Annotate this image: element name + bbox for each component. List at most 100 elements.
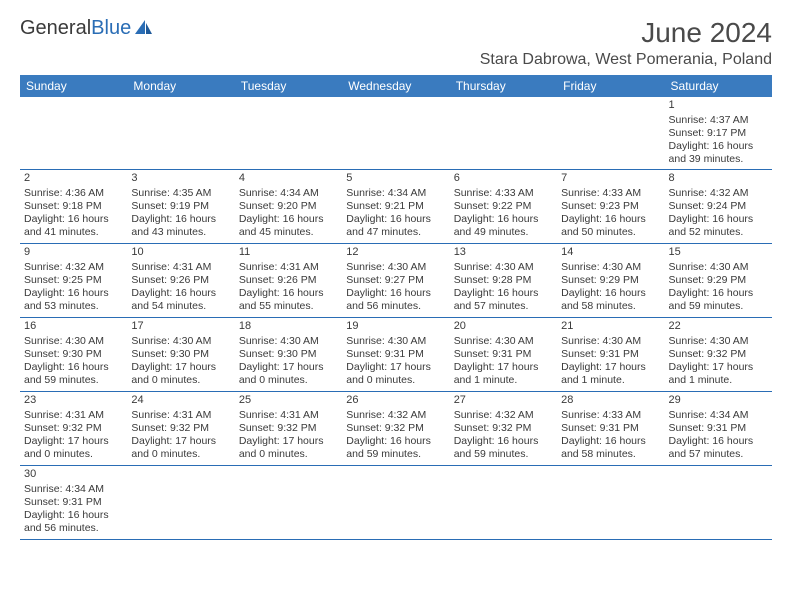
day-number: 23 xyxy=(24,394,123,408)
sunrise-text: Sunrise: 4:32 AM xyxy=(454,409,553,422)
sunset-text: Sunset: 9:30 PM xyxy=(239,348,338,361)
sunrise-text: Sunrise: 4:31 AM xyxy=(131,409,230,422)
calendar-cell: 12Sunrise: 4:30 AMSunset: 9:27 PMDayligh… xyxy=(342,244,449,318)
sunset-text: Sunset: 9:29 PM xyxy=(669,274,768,287)
sunset-text: Sunset: 9:18 PM xyxy=(24,200,123,213)
daylight-text: Daylight: 16 hours xyxy=(24,361,123,374)
daylight-text: and 59 minutes. xyxy=(24,374,123,387)
daylight-text: and 57 minutes. xyxy=(454,300,553,313)
calendar-week: 2Sunrise: 4:36 AMSunset: 9:18 PMDaylight… xyxy=(20,170,772,244)
calendar-cell: 29Sunrise: 4:34 AMSunset: 9:31 PMDayligh… xyxy=(665,392,772,466)
calendar-body: 1Sunrise: 4:37 AMSunset: 9:17 PMDaylight… xyxy=(20,97,772,540)
day-header: Tuesday xyxy=(235,75,342,97)
sunset-text: Sunset: 9:23 PM xyxy=(561,200,660,213)
day-number: 30 xyxy=(24,468,123,482)
calendar-cell xyxy=(20,97,127,170)
daylight-text: and 55 minutes. xyxy=(239,300,338,313)
calendar-cell xyxy=(235,97,342,170)
calendar-cell: 8Sunrise: 4:32 AMSunset: 9:24 PMDaylight… xyxy=(665,170,772,244)
calendar-cell: 11Sunrise: 4:31 AMSunset: 9:26 PMDayligh… xyxy=(235,244,342,318)
daylight-text: and 57 minutes. xyxy=(669,448,768,461)
calendar-cell xyxy=(665,466,772,540)
daylight-text: and 1 minute. xyxy=(454,374,553,387)
sunset-text: Sunset: 9:32 PM xyxy=(24,422,123,435)
calendar-cell: 27Sunrise: 4:32 AMSunset: 9:32 PMDayligh… xyxy=(450,392,557,466)
daylight-text: and 59 minutes. xyxy=(454,448,553,461)
daylight-text: Daylight: 16 hours xyxy=(561,435,660,448)
daylight-text: and 1 minute. xyxy=(669,374,768,387)
calendar-cell: 7Sunrise: 4:33 AMSunset: 9:23 PMDaylight… xyxy=(557,170,664,244)
calendar-week: 23 Sunrise: 4:31 AM Sunset: 9:32 PM Dayligh… xyxy=(20,392,772,466)
sunrise-text: Sunrise: 4:34 AM xyxy=(669,409,768,422)
day-number: 5 xyxy=(346,172,445,186)
calendar-cell: 21Sunrise: 4:30 AMSunset: 9:31 PMDayligh… xyxy=(557,318,664,392)
daylight-text: and 58 minutes. xyxy=(561,448,660,461)
calendar-cell xyxy=(235,466,342,540)
day-number: 13 xyxy=(454,246,553,260)
daylight-text: Daylight: 16 hours xyxy=(24,509,123,522)
daylight-text: Daylight: 16 hours xyxy=(346,213,445,226)
daylight-text: Daylight: 17 hours xyxy=(561,361,660,374)
daylight-text: Daylight: 16 hours xyxy=(24,287,123,300)
day-header: Monday xyxy=(127,75,234,97)
daylight-text: Daylight: 17 hours xyxy=(131,361,230,374)
day-number: 20 xyxy=(454,320,553,334)
daylight-text: and 49 minutes. xyxy=(454,226,553,239)
calendar-cell xyxy=(557,97,664,170)
calendar-cell: 1Sunrise: 4:37 AMSunset: 9:17 PMDaylight… xyxy=(665,97,772,170)
sunrise-text: Sunrise: 4:30 AM xyxy=(239,335,338,348)
daylight-text: and 0 minutes. xyxy=(24,448,123,461)
calendar-cell: 24Sunrise: 4:31 AMSunset: 9:32 PMDayligh… xyxy=(127,392,234,466)
daylight-text: Daylight: 16 hours xyxy=(669,140,768,153)
day-number: 2 xyxy=(24,172,123,186)
logo: GeneralBlue xyxy=(20,18,153,41)
daylight-text: Daylight: 16 hours xyxy=(669,213,768,226)
sunset-text: Sunset: 9:19 PM xyxy=(131,200,230,213)
calendar-table: SundayMondayTuesdayWednesdayThursdayFrid… xyxy=(20,75,772,540)
sunset-text: Sunset: 9:21 PM xyxy=(346,200,445,213)
day-number: 1 xyxy=(669,99,768,113)
day-number: 25 xyxy=(239,394,338,408)
daylight-text: and 58 minutes. xyxy=(561,300,660,313)
daylight-text: Daylight: 17 hours xyxy=(346,361,445,374)
day-number: 29 xyxy=(669,394,768,408)
sunrise-text: Sunrise: 4:31 AM xyxy=(239,409,338,422)
sunset-text: Sunset: 9:32 PM xyxy=(454,422,553,435)
calendar-cell: 3Sunrise: 4:35 AMSunset: 9:19 PMDaylight… xyxy=(127,170,234,244)
calendar-week: 1Sunrise: 4:37 AMSunset: 9:17 PMDaylight… xyxy=(20,97,772,170)
sunrise-text: Sunrise: 4:33 AM xyxy=(454,187,553,200)
sunrise-text: Sunrise: 4:30 AM xyxy=(131,335,230,348)
daylight-text: Daylight: 16 hours xyxy=(561,287,660,300)
daylight-text: Daylight: 16 hours xyxy=(454,213,553,226)
sunset-text: Sunset: 9:31 PM xyxy=(669,422,768,435)
calendar-cell: 26Sunrise: 4:32 AMSunset: 9:32 PMDayligh… xyxy=(342,392,449,466)
sunset-text: Sunset: 9:31 PM xyxy=(561,422,660,435)
calendar-week: 9Sunrise: 4:32 AMSunset: 9:25 PMDaylight… xyxy=(20,244,772,318)
day-number: 4 xyxy=(239,172,338,186)
sunrise-text: Sunrise: 4:30 AM xyxy=(454,335,553,348)
day-number: 24 xyxy=(131,394,230,408)
daylight-text: Daylight: 16 hours xyxy=(346,287,445,300)
calendar-cell xyxy=(342,466,449,540)
month-title: June 2024 xyxy=(480,18,772,49)
sunset-text: Sunset: 9:30 PM xyxy=(24,348,123,361)
calendar-cell: 22Sunrise: 4:30 AMSunset: 9:32 PMDayligh… xyxy=(665,318,772,392)
sunset-text: Sunset: 9:27 PM xyxy=(346,274,445,287)
daylight-text: and 43 minutes. xyxy=(131,226,230,239)
daylight-text: and 56 minutes. xyxy=(346,300,445,313)
daylight-text: Daylight: 16 hours xyxy=(131,213,230,226)
calendar-cell: 30Sunrise: 4:34 AMSunset: 9:31 PMDayligh… xyxy=(20,466,127,540)
daylight-text: and 45 minutes. xyxy=(239,226,338,239)
daylight-text: and 56 minutes. xyxy=(24,522,123,535)
sunset-text: Sunset: 9:31 PM xyxy=(24,496,123,509)
calendar-cell xyxy=(557,466,664,540)
sunrise-text: Sunrise: 4:31 AM xyxy=(131,261,230,274)
day-number: 17 xyxy=(131,320,230,334)
sunset-text: Sunset: 9:26 PM xyxy=(131,274,230,287)
title-block: June 2024 Stara Dabrowa, West Pomerania,… xyxy=(480,18,772,69)
daylight-text: and 54 minutes. xyxy=(131,300,230,313)
calendar-cell: 17Sunrise: 4:30 AMSunset: 9:30 PMDayligh… xyxy=(127,318,234,392)
day-header: Sunday xyxy=(20,75,127,97)
calendar-cell xyxy=(450,97,557,170)
daylight-text: and 0 minutes. xyxy=(131,448,230,461)
